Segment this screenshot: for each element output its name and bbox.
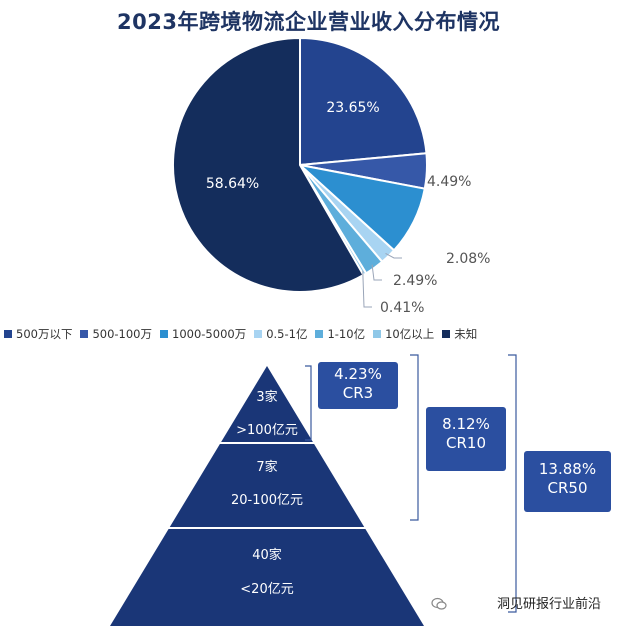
bracket-cr3 — [305, 365, 312, 441]
tier-3-range: <20亿元 — [240, 582, 294, 597]
legend-item-6: 未知 — [442, 326, 477, 342]
legend-swatch-4 — [315, 330, 324, 338]
legend-label-1: 500-100万 — [92, 327, 153, 341]
legend-label-3: 0.5-1亿 — [266, 327, 308, 341]
pie-slice-0 — [299, 36, 428, 167]
pie-data-label-4: 2.49% — [393, 273, 437, 289]
cr10-label: CR10 — [446, 434, 486, 452]
cr3-box: 4.23% CR3 — [318, 362, 398, 409]
bracket-cr10 — [410, 354, 419, 521]
pie-chart: 23.65% 4.49% 2.08% 2.49% 0.41% 58.64% — [172, 36, 490, 316]
bracket-cr50 — [508, 354, 517, 613]
pie-data-label-3: 2.08% — [446, 251, 490, 267]
legend-item-0: 500万以下 — [4, 326, 72, 342]
tier-2-count: 7家 — [256, 460, 278, 475]
pyramid-diagram — [110, 354, 517, 626]
legend-label-6: 未知 — [454, 327, 478, 341]
legend-swatch-6 — [442, 330, 451, 338]
pyramid-shape — [110, 366, 424, 626]
source-watermark: 洞见研报行业前沿 — [496, 597, 601, 612]
cr3-value: 4.23% — [334, 365, 382, 383]
tier-1-count: 3家 — [256, 390, 278, 405]
wechat-icon — [431, 597, 447, 610]
legend-label-0: 500万以下 — [16, 327, 73, 341]
pie-data-label-1: 4.49% — [427, 174, 471, 190]
chart-legend: 500万以下 500-100万 1000-5000万 0.5-1亿 1-10亿 10亿以上… — [4, 323, 616, 345]
cr10-value: 8.12% — [442, 415, 490, 433]
pie-leader-line-5 — [362, 270, 372, 308]
legend-swatch-0 — [4, 330, 12, 338]
legend-label-5: 10亿以上 — [385, 327, 435, 341]
legend-label-4: 1-10亿 — [327, 327, 366, 341]
pie-data-label-6: 58.64% — [206, 176, 259, 192]
chart-title: 2023年跨境物流企业营业收入分布情况 — [117, 10, 500, 34]
legend-label-2: 1000-5000万 — [172, 327, 247, 341]
tier-2-range: 20-100亿元 — [230, 493, 304, 508]
tier-1-range: >100亿元 — [236, 423, 298, 438]
legend-item-1: 500-100万 — [80, 326, 152, 342]
pie-leader-line-3 — [385, 252, 402, 259]
legend-item-3: 0.5-1亿 — [254, 326, 307, 342]
legend-swatch-1 — [80, 330, 89, 338]
cr3-label: CR3 — [342, 384, 374, 402]
pie-data-label-0: 23.65% — [326, 100, 379, 116]
cr50-label: CR50 — [547, 479, 588, 497]
legend-item-5: 10亿以上 — [373, 326, 434, 342]
legend-swatch-3 — [254, 330, 263, 338]
cr50-value: 13.88% — [538, 460, 597, 478]
cr10-box: 8.12% CR10 — [426, 407, 506, 471]
legend-item-2: 1000-5000万 — [160, 326, 246, 342]
legend-item-4: 1-10亿 — [315, 326, 365, 342]
legend-swatch-2 — [160, 330, 169, 338]
legend-swatch-5 — [373, 330, 382, 338]
tier-3-count: 40家 — [252, 548, 282, 563]
pie-leader-line-4 — [371, 264, 382, 281]
cr50-box: 13.88% CR50 — [524, 451, 611, 512]
pie-data-label-5: 0.41% — [380, 300, 424, 316]
pie-slice-6 — [172, 36, 365, 293]
